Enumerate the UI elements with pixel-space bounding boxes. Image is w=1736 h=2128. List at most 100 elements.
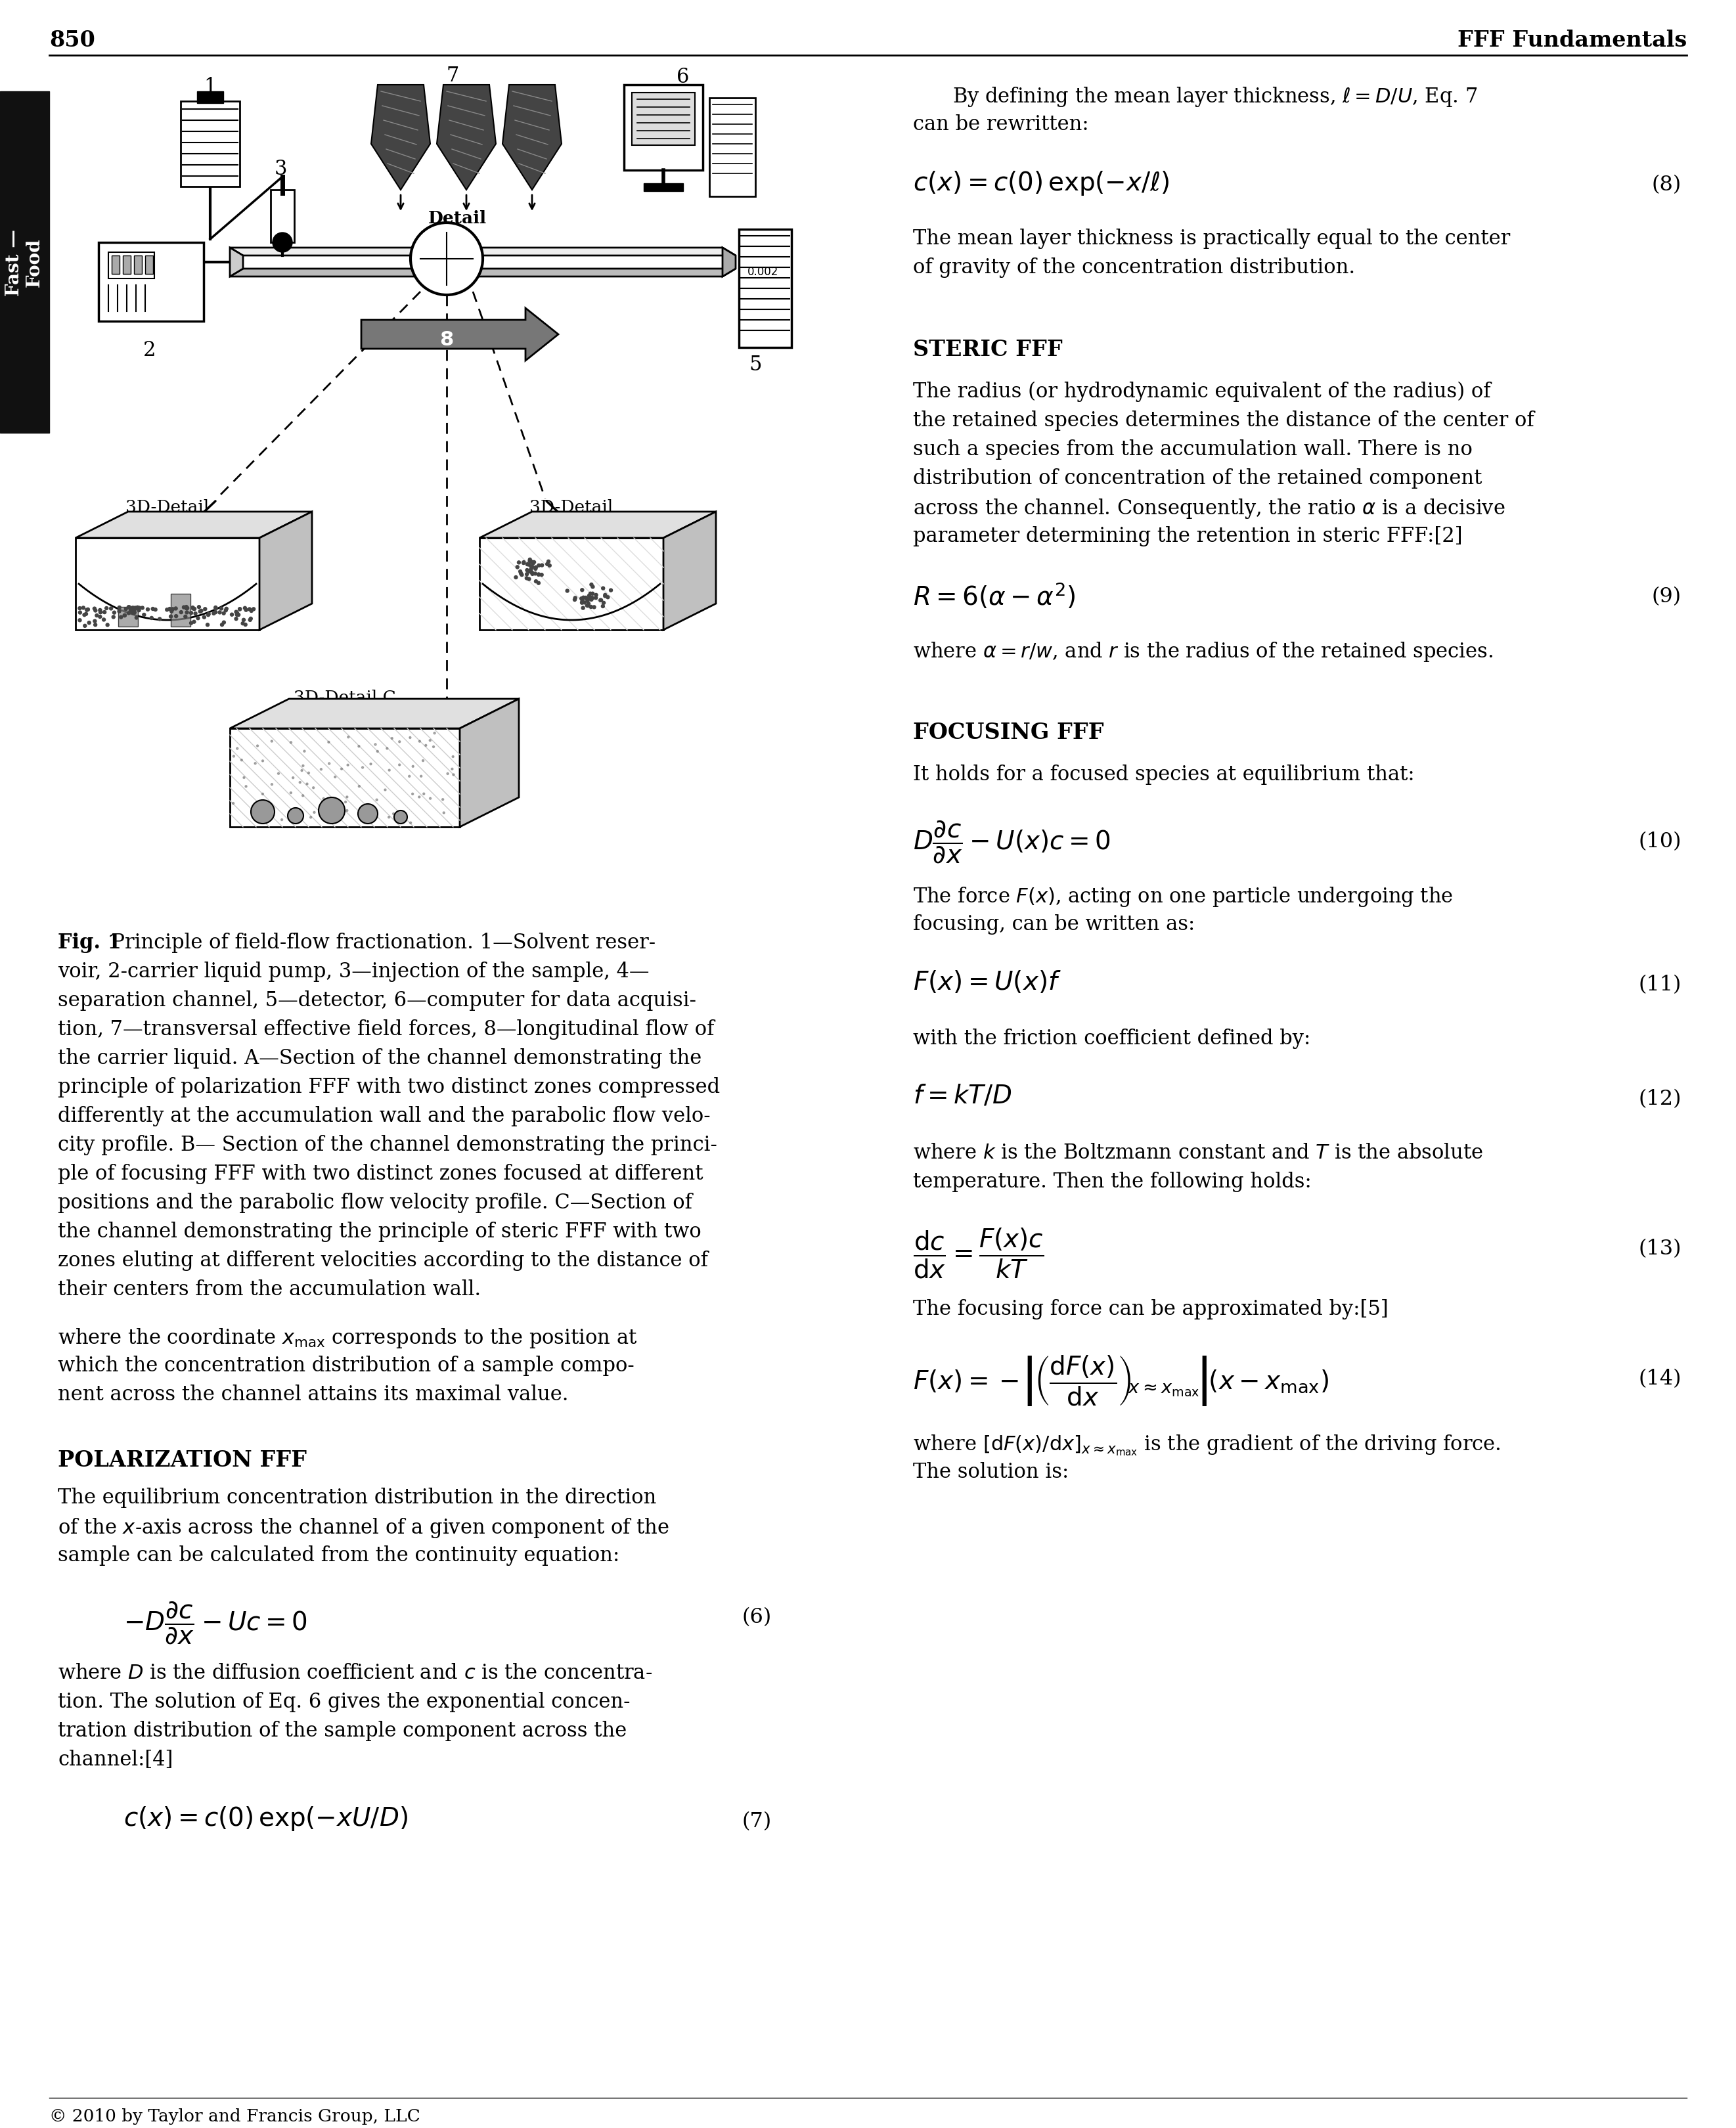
Circle shape [134,606,137,611]
Circle shape [535,568,536,570]
Circle shape [207,613,210,617]
Circle shape [585,598,589,600]
Circle shape [531,566,533,568]
Text: The equilibrium concentration distribution in the direction: The equilibrium concentration distributi… [57,1487,656,1507]
Circle shape [127,606,130,609]
Circle shape [528,564,531,566]
Circle shape [174,606,177,611]
Polygon shape [259,513,312,630]
Circle shape [236,613,240,617]
Circle shape [582,606,585,611]
Circle shape [82,606,85,611]
Text: Detail: Detail [429,211,486,226]
Text: The solution is:: The solution is: [913,1462,1069,1481]
Polygon shape [229,728,460,828]
Circle shape [587,604,589,609]
Circle shape [123,615,127,617]
Circle shape [606,596,609,600]
Circle shape [182,606,186,609]
Text: separation channel, 5—detector, 6—computer for data acquisi-: separation channel, 5—detector, 6—comput… [57,990,696,1011]
Circle shape [220,606,222,611]
Circle shape [94,619,97,624]
Circle shape [592,585,594,589]
Circle shape [594,596,597,600]
Text: It holds for a focused species at equilibrium that:: It holds for a focused species at equili… [913,764,1415,785]
Circle shape [288,809,304,824]
Circle shape [236,613,240,615]
Circle shape [526,572,528,577]
Text: with the friction coefficient defined by:: with the friction coefficient defined by… [913,1028,1311,1049]
Text: such a species from the accumulation wall. There is no: such a species from the accumulation wal… [913,438,1472,460]
Bar [644,183,682,192]
Text: which the concentration distribution of a sample compo-: which the concentration distribution of … [57,1356,634,1375]
Circle shape [519,572,523,575]
Circle shape [85,613,89,615]
Text: 3D-Detail C: 3D-Detail C [293,689,396,706]
Circle shape [168,609,172,611]
Circle shape [99,609,102,613]
Text: FFF Fundamentals: FFF Fundamentals [1457,30,1687,51]
Circle shape [172,609,174,611]
Circle shape [214,606,217,609]
Circle shape [536,581,540,585]
Circle shape [128,606,132,611]
Circle shape [516,566,519,568]
Circle shape [196,617,200,619]
Polygon shape [479,538,663,630]
Circle shape [186,606,189,611]
Text: the retained species determines the distance of the center of: the retained species determines the dist… [913,411,1535,430]
Circle shape [194,613,198,615]
Circle shape [590,598,594,600]
Circle shape [120,615,123,619]
Polygon shape [229,249,736,255]
Text: tion. The solution of Eq. 6 gives the exponential concen-: tion. The solution of Eq. 6 gives the ex… [57,1692,630,1711]
Circle shape [582,598,585,600]
Circle shape [526,568,529,572]
Polygon shape [502,85,561,189]
Text: positions and the parabolic flow velocity profile. C—Section of: positions and the parabolic flow velocit… [57,1192,693,1213]
Bar [271,189,295,243]
Bar [198,92,224,104]
Polygon shape [229,270,736,277]
Text: 4: 4 [283,226,295,247]
Circle shape [524,577,528,581]
Bar [170,594,191,628]
Text: STERIC FFF: STERIC FFF [913,338,1062,360]
Text: parameter determining the retention in steric FFF:[2]: parameter determining the retention in s… [913,526,1462,547]
Circle shape [236,613,238,617]
Text: city profile. B— Section of the channel demonstrating the princi-: city profile. B— Section of the channel … [57,1134,717,1156]
Circle shape [531,572,533,575]
Circle shape [248,619,252,621]
Circle shape [540,575,543,577]
Text: channel:[4]: channel:[4] [57,1749,174,1770]
Circle shape [531,572,535,577]
Circle shape [118,606,122,609]
Text: zones eluting at different velocities according to the distance of: zones eluting at different velocities ac… [57,1249,708,1270]
Circle shape [94,624,97,628]
Bar [740,230,792,349]
Circle shape [134,606,137,611]
Circle shape [523,562,526,564]
Text: 2: 2 [142,340,156,360]
Circle shape [523,562,526,566]
Text: $\dfrac{\mathrm{d}c}{\mathrm{d}x} = \dfrac{F(x)c}{kT}$: $\dfrac{\mathrm{d}c}{\mathrm{d}x} = \dfr… [913,1226,1043,1279]
Circle shape [219,611,222,615]
Circle shape [170,611,174,613]
Text: 6: 6 [677,66,689,87]
Text: POLARIZATION FFF: POLARIZATION FFF [57,1449,307,1470]
Circle shape [87,621,90,626]
Circle shape [533,562,536,564]
Polygon shape [372,85,431,189]
Circle shape [132,611,135,615]
Circle shape [528,570,531,575]
Circle shape [128,606,130,609]
Circle shape [184,615,187,619]
Circle shape [590,596,594,600]
Circle shape [95,615,99,617]
Circle shape [536,572,540,577]
Circle shape [533,572,536,577]
Circle shape [234,611,238,615]
Circle shape [186,606,187,611]
Circle shape [85,609,89,613]
Bar [632,94,694,145]
